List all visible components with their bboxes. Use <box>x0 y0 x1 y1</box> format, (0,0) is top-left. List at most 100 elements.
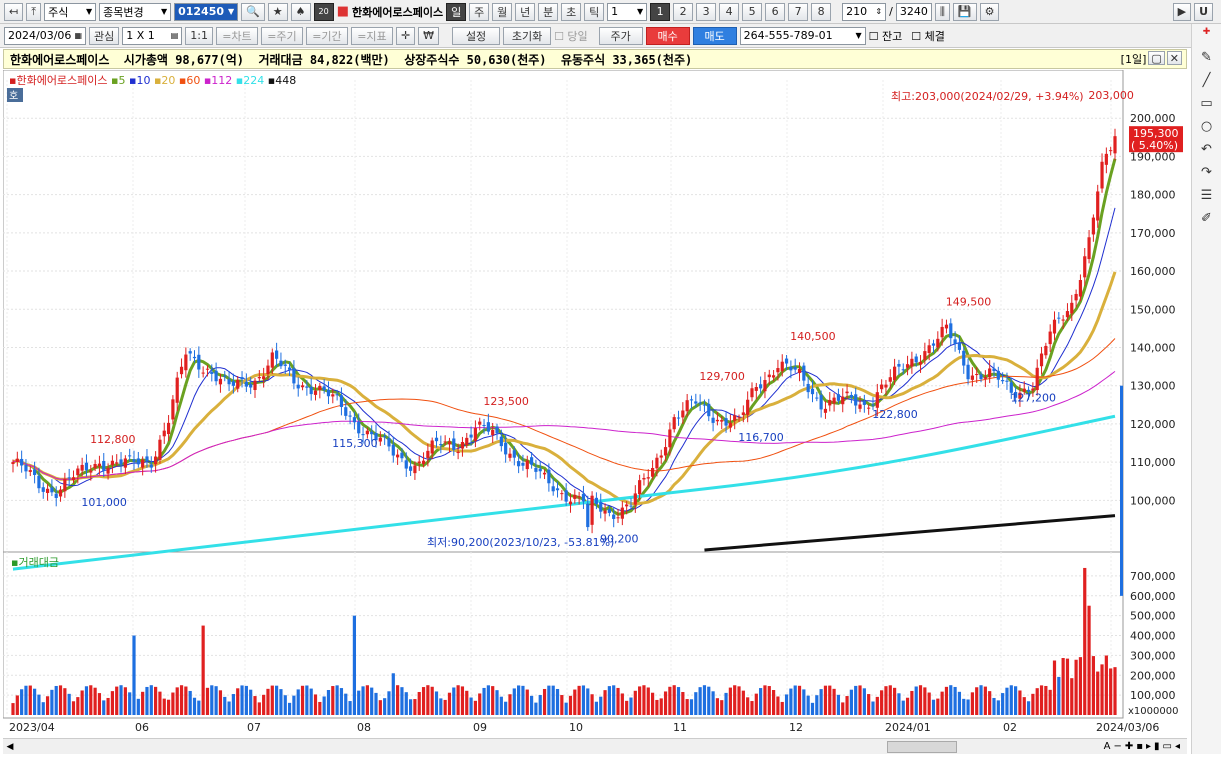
stock-change-select[interactable]: 종목변경 ▼ <box>99 2 172 21</box>
filled-checkbox[interactable]: ☐ 체결 <box>911 29 945 43</box>
indicator-button[interactable]: =지표 <box>350 26 393 45</box>
candle-body <box>58 489 63 497</box>
volume-bar <box>590 694 594 715</box>
volume-bar <box>517 685 521 715</box>
watch-button[interactable]: 관심 <box>89 26 120 45</box>
volume-bar <box>733 685 737 715</box>
period-day[interactable]: 일 <box>446 2 467 21</box>
search-icon[interactable]: 🔍 <box>241 2 265 21</box>
candle-body <box>927 345 931 354</box>
volume-bar <box>983 686 987 715</box>
volume-bar <box>581 685 586 715</box>
next-arrow-icon[interactable]: ▶ <box>1172 2 1192 21</box>
setting-button[interactable]: 설정 <box>452 26 501 45</box>
chart-tab-8[interactable]: 8 <box>811 2 832 21</box>
pin-button[interactable]: ↤ <box>4 2 24 21</box>
cycle-button[interactable]: =주기 <box>260 26 303 45</box>
candle-icon[interactable]: ⫼ <box>934 2 950 21</box>
candle-body <box>478 421 482 425</box>
star-icon[interactable]: ★ <box>267 2 288 21</box>
top-button[interactable]: ⤒ <box>26 2 42 21</box>
undo-icon[interactable]: ↶ <box>1201 142 1212 157</box>
range-button[interactable]: =기간 <box>305 26 348 45</box>
chart-tab-4[interactable]: 4 <box>719 2 740 21</box>
candle-body <box>253 380 257 391</box>
candle-body <box>141 459 145 468</box>
volume-bar <box>1018 690 1022 715</box>
chart-tab-1[interactable]: 1 <box>650 2 671 21</box>
chart-button[interactable]: =차트 <box>215 26 258 45</box>
period-number-select[interactable]: 1 ▼ <box>607 2 648 21</box>
circle-icon[interactable]: ○ <box>1200 119 1213 134</box>
candle-body <box>871 404 875 406</box>
candle-body <box>244 381 248 387</box>
candle-body <box>136 458 140 465</box>
volume-bar <box>659 698 663 715</box>
reset-button[interactable]: 초기화 <box>503 26 552 45</box>
ma224-line <box>12 414 1116 571</box>
chart-tab-6[interactable]: 6 <box>765 2 786 21</box>
horizontal-scrollbar[interactable]: ◀ A−✚▪▸▮▭◂ <box>3 738 1187 754</box>
chart-tab-7[interactable]: 7 <box>788 2 809 21</box>
price-chart[interactable]: 100,000 110,000 120,000 130,000 140,000 150,0… <box>3 70 1189 738</box>
chart-tab-5[interactable]: 5 <box>742 2 763 21</box>
period-month[interactable]: 월 <box>492 2 513 21</box>
candle-body <box>413 465 417 474</box>
ratio-button[interactable]: 1:1 <box>185 26 213 45</box>
won-icon[interactable]: ₩ <box>418 26 440 45</box>
zoom-controls-icon[interactable]: A−✚▪▸▮▭◂ <box>1103 741 1183 752</box>
pen-alt-icon[interactable]: ✐ <box>1201 211 1212 226</box>
candle-body <box>305 386 309 388</box>
rectangle-icon[interactable]: ▭ <box>1200 96 1213 111</box>
pen-icon[interactable]: ✎ <box>1201 50 1212 65</box>
period-tick[interactable]: 틱 <box>584 2 605 21</box>
gear-icon[interactable]: ⚙ <box>979 2 1000 21</box>
redo-icon[interactable]: ↷ <box>1201 165 1212 180</box>
period-week[interactable]: 주 <box>469 2 490 21</box>
user-button[interactable]: U <box>1194 2 1213 21</box>
grid-select[interactable]: 1 X 1 ▤ <box>122 26 183 45</box>
balance-checkbox[interactable]: ☐ 잔고 <box>868 29 903 43</box>
volume-bar <box>227 701 231 715</box>
line-icon[interactable]: ╱ <box>1202 73 1211 88</box>
peak-label: 129,700 <box>699 370 745 383</box>
scroll-thumb[interactable] <box>887 740 957 753</box>
twenty-icon[interactable]: 20 <box>313 2 334 21</box>
market-select[interactable]: 주식 ▼ <box>44 2 97 21</box>
volume-bar <box>357 690 361 715</box>
maximize-icon[interactable]: ▢ <box>1148 51 1165 65</box>
close-icon[interactable]: ✕ <box>1166 51 1182 65</box>
period-year[interactable]: 년 <box>515 2 536 21</box>
candle-body <box>205 368 210 370</box>
chart-tab-3[interactable]: 3 <box>696 2 717 21</box>
chart-tab-2[interactable]: 2 <box>673 2 694 21</box>
candle-body <box>685 400 689 412</box>
fibonacci-icon[interactable]: ☰ <box>1200 188 1213 203</box>
candle-body <box>901 369 905 371</box>
spade-icon[interactable]: ♠ <box>290 2 311 21</box>
crosshair-icon[interactable]: ✛ <box>395 26 416 45</box>
volume-bar <box>845 696 849 715</box>
save-icon[interactable]: 💾 <box>952 2 977 21</box>
period-second[interactable]: 초 <box>561 2 582 21</box>
period-minute[interactable]: 분 <box>538 2 559 21</box>
candle-body <box>672 417 676 430</box>
price-button[interactable]: 주가 <box>598 26 643 45</box>
account-select[interactable]: 264-555-789-01 ▼ <box>739 26 866 45</box>
volume-bar <box>1087 605 1091 715</box>
scroll-left-icon[interactable]: ◀ <box>6 741 14 752</box>
count-input[interactable]: 210 ⇕ <box>842 2 887 21</box>
scroll-track[interactable] <box>17 740 1100 753</box>
today-checkbox[interactable]: ☐ 당일 <box>554 29 588 43</box>
candle-body <box>953 339 957 344</box>
stock-code-input[interactable]: 012450 ▼ <box>174 2 239 21</box>
tool-icon[interactable]: ✚ <box>1202 27 1211 37</box>
date-input[interactable]: 2024/03/06 ▦ <box>4 26 86 45</box>
price-range-indicator <box>1120 385 1123 596</box>
candle-body <box>849 394 853 398</box>
sell-button[interactable]: 매도 <box>692 26 737 45</box>
legend-ma-112: ▪112 <box>204 74 236 87</box>
volume-bar <box>992 697 996 715</box>
buy-button[interactable]: 매수 <box>645 26 690 45</box>
candle-body <box>447 441 452 445</box>
